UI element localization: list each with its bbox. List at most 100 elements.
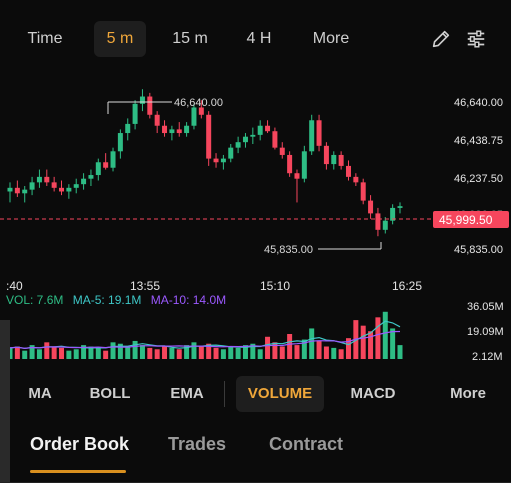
candle: [29, 176, 35, 196]
candle: [162, 120, 168, 137]
volume-legend: VOL: 7.6M MA-5: 19.1M MA-10: 14.0M: [6, 293, 226, 307]
volume-bar: [147, 347, 153, 359]
indicator-ma[interactable]: MA: [28, 385, 52, 402]
volume-bar: [382, 311, 388, 359]
candle: [14, 180, 20, 197]
candle: [228, 144, 234, 163]
vol-label: VOL: 7.6M: [6, 293, 63, 307]
pencil-icon[interactable]: [430, 28, 452, 50]
tab-order-book[interactable]: Order Book: [30, 434, 130, 454]
candle-body: [301, 151, 307, 179]
candle-body: [176, 129, 182, 134]
volume-bar: [73, 349, 79, 359]
volume-bar: [287, 334, 293, 359]
indicator-more[interactable]: More: [450, 385, 486, 402]
timeframe-more[interactable]: More: [312, 30, 350, 47]
candle: [51, 176, 57, 192]
high-marker-label: 46,640.00: [174, 97, 223, 109]
candle: [360, 178, 366, 205]
candle-body: [162, 125, 168, 134]
candle: [117, 129, 123, 159]
candle: [331, 151, 337, 170]
volume-bar: [110, 342, 116, 359]
candle-body: [397, 206, 403, 208]
volume-bar: [29, 345, 35, 359]
volume-bar: [51, 346, 57, 359]
timeframe-time[interactable]: Time: [27, 30, 63, 47]
candle: [81, 173, 87, 190]
volume-bar: [301, 339, 307, 359]
volume-bar: [88, 346, 94, 359]
indicator-macd[interactable]: MACD: [350, 385, 396, 402]
candle: [338, 151, 344, 170]
volume-bar: [345, 338, 351, 359]
candle: [110, 147, 116, 172]
candle-body: [279, 147, 285, 155]
current-price-badge: [433, 211, 509, 228]
volume-bar: [36, 349, 42, 359]
volume-axis-tick: 2.12M: [472, 351, 503, 363]
tab-trades[interactable]: Trades: [168, 434, 227, 454]
volume-bar: [125, 346, 131, 359]
candle: [235, 136, 241, 154]
candle-body: [14, 187, 20, 194]
candle: [132, 100, 138, 130]
volume-axis-tick: 19.09M: [467, 326, 504, 338]
tab-contract[interactable]: Contract: [269, 434, 344, 454]
volume-bar: [316, 340, 322, 359]
volume-bar: [375, 317, 381, 359]
candle: [309, 114, 315, 155]
candlestick-chart[interactable]: 46,640.00 45,835.00 46,640.00 46,438.75 …: [0, 62, 511, 382]
volume-bar: [198, 346, 204, 359]
candle-body: [331, 154, 337, 165]
volume-bar: [132, 340, 138, 359]
indicator-separator: [224, 381, 225, 407]
candle: [323, 142, 329, 170]
candle: [73, 178, 79, 194]
volume-bar: [397, 345, 403, 359]
candle: [250, 127, 256, 144]
candle-body: [242, 136, 248, 143]
volume-bar: [154, 349, 160, 359]
timeframe-4h[interactable]: 4 H: [246, 30, 272, 47]
candle-body: [154, 114, 160, 126]
volume-bar: [14, 346, 20, 359]
candles-layer: [7, 89, 403, 237]
candle-body: [294, 173, 300, 179]
candle-body: [316, 120, 322, 146]
candle-body: [360, 182, 366, 201]
indicator-ema[interactable]: EMA: [170, 385, 204, 402]
candle: [198, 100, 204, 119]
candle-body: [228, 147, 234, 159]
candle: [36, 169, 42, 188]
settings-sliders-icon[interactable]: [465, 28, 487, 50]
candle-body: [191, 107, 197, 126]
volume-bar: [59, 347, 65, 359]
volume-bar: [294, 345, 300, 359]
volume-bar: [265, 336, 271, 359]
volume-bar: [235, 347, 241, 359]
candle: [397, 202, 403, 214]
candle-body: [95, 162, 101, 176]
volume-bar: [250, 343, 256, 359]
candle: [184, 122, 190, 137]
volume-bar: [184, 345, 190, 359]
candle: [220, 154, 226, 170]
volume-bar: [331, 347, 337, 359]
candle: [147, 92, 153, 119]
timeframe-5m[interactable]: 5 m: [94, 21, 146, 57]
candle-body: [390, 207, 396, 221]
candle-body: [147, 96, 153, 115]
candle: [206, 111, 212, 166]
candle: [176, 122, 182, 137]
timeframe-15m[interactable]: 15 m: [172, 30, 208, 47]
candle-body: [36, 176, 42, 183]
indicator-boll[interactable]: BOLL: [89, 385, 131, 402]
candle-body: [198, 107, 204, 115]
candle: [103, 153, 109, 170]
candle-body: [103, 162, 109, 168]
volume-bar: [323, 346, 329, 359]
indicator-volume[interactable]: VOLUME: [236, 376, 324, 412]
volume-bar: [44, 342, 50, 359]
candle: [390, 204, 396, 225]
